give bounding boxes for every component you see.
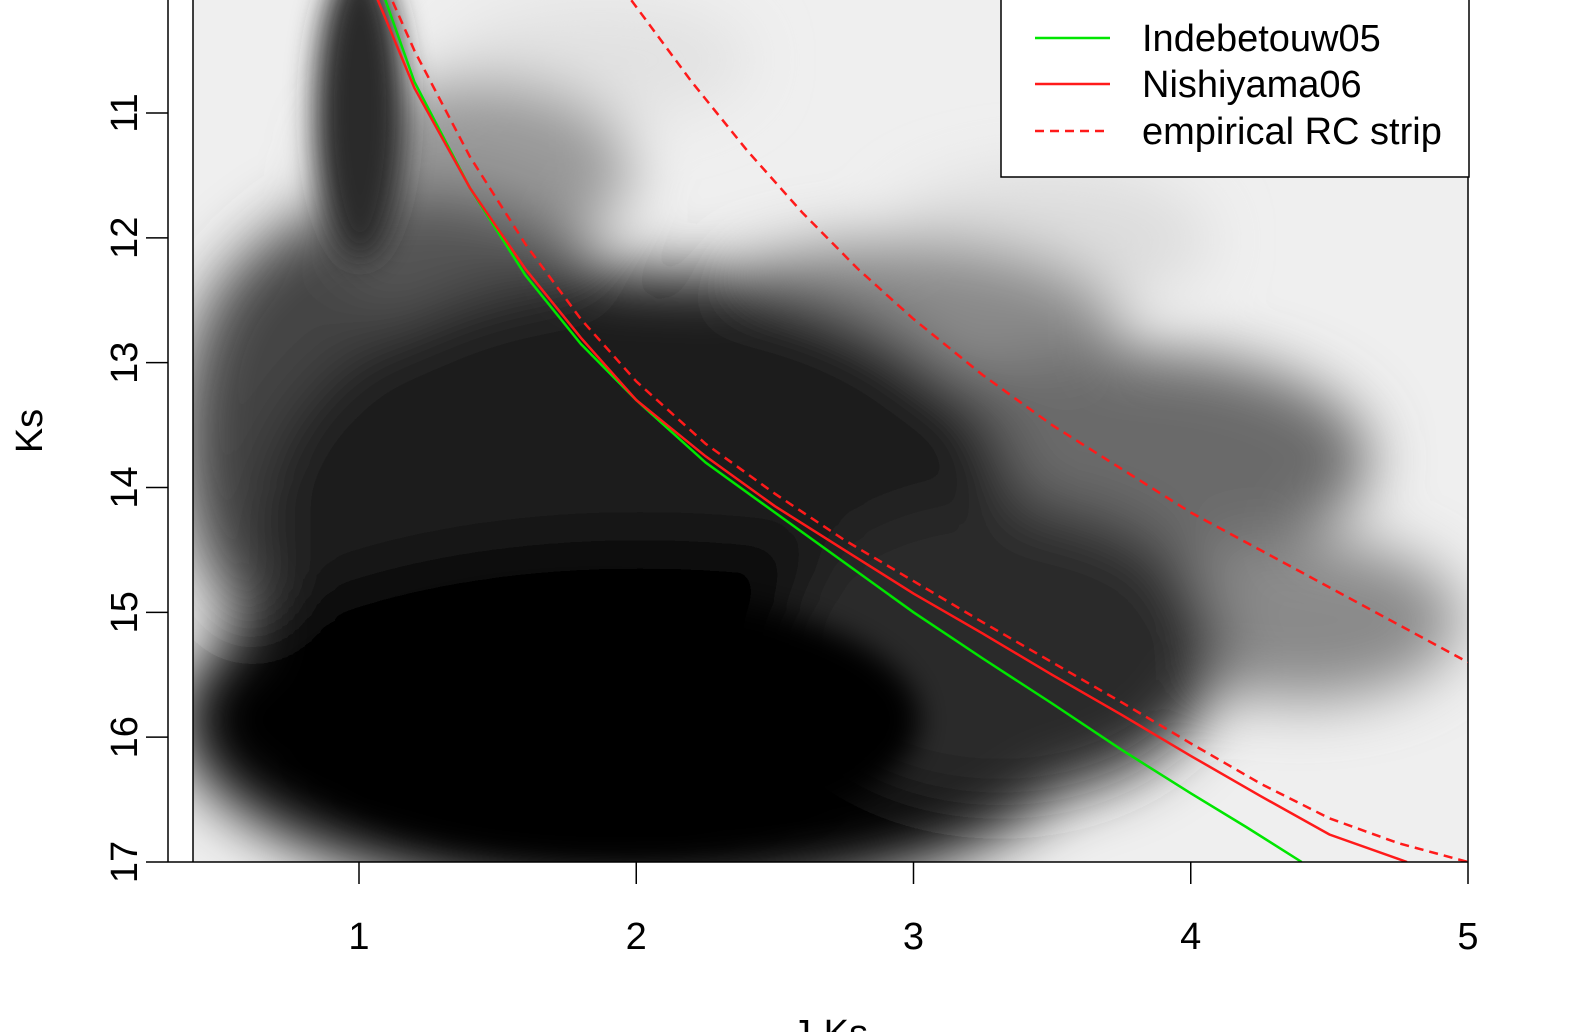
legend-label-empirical-rc-strip: empirical RC strip	[1142, 111, 1442, 153]
x-tick-label: 3	[903, 916, 924, 958]
y-tick-label: 13	[104, 342, 146, 384]
y-tick-label: 16	[104, 716, 146, 758]
x-tick-label: 1	[348, 916, 369, 958]
x-axis-label: J-Ks	[792, 1013, 868, 1032]
y-axis-label: Ks	[9, 409, 51, 453]
legend: Indebetouw05 Nishiyama06 empirical RC st…	[1000, 0, 1470, 178]
series-line-indebetouw05	[384, 0, 1303, 862]
y-tick-label: 17	[104, 841, 146, 883]
x-tick-label: 2	[626, 916, 647, 958]
y-tick-label: 15	[104, 591, 146, 633]
series-layer	[376, 0, 1468, 862]
x-tick-label: 4	[1180, 916, 1201, 958]
series-line-rc-strip-upper-bound-3	[629, 0, 1468, 664]
y-tick-label: 12	[104, 217, 146, 259]
series-line-empirical-rc-strip	[390, 0, 1468, 862]
legend-label-indebetouw05: Indebetouw05	[1142, 18, 1381, 60]
legend-box	[1000, 0, 1470, 178]
series-line-nishiyama06	[376, 0, 1408, 862]
x-tick-label: 5	[1457, 916, 1478, 958]
y-axis: 11 12 13 14 15 16 17	[104, 0, 169, 883]
y-tick-label: 14	[104, 466, 146, 508]
y-tick-label: 11	[104, 93, 146, 132]
x-axis: 1 2 3 4 5	[168, 861, 1479, 958]
legend-label-nishiyama06: Nishiyama06	[1142, 64, 1362, 106]
